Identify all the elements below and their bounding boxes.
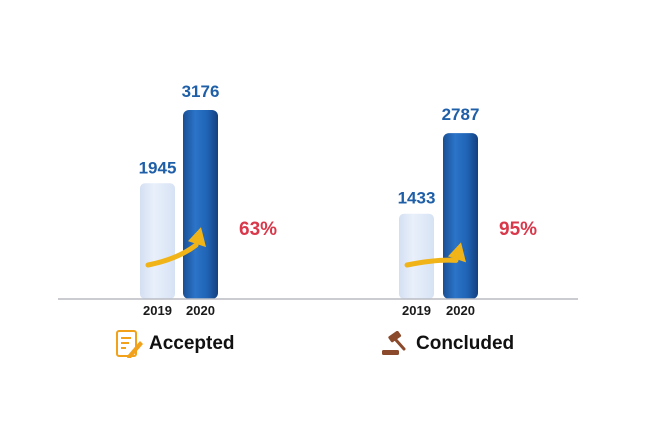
category-label-concluded: Concluded [416,333,515,354]
tick-label-concluded-2020: 2020 [446,303,475,318]
growth-arrow-concluded [404,257,459,268]
value-label-concluded-2020: 2787 [442,105,480,124]
growth-arrowhead-concluded [448,242,466,263]
bar-concluded-2019 [399,213,434,299]
growth-percent-accepted: 63% [239,219,277,240]
tick-label-concluded-2019: 2019 [402,303,431,318]
bar-accepted-2019 [140,183,175,299]
concluded-label-group: Concluded [380,331,514,357]
growth-arrow-accepted [145,242,199,268]
growth-percent-concluded: 95% [499,219,537,240]
value-label-accepted-2019: 1945 [139,158,177,177]
growth-arrowhead-accepted [188,227,206,248]
gavel-icon [382,331,406,355]
value-label-accepted-2020: 3176 [182,82,220,101]
category-label-accepted: Accepted [149,333,235,354]
bar-concluded-2020 [443,133,478,299]
bar-accepted-2020 [183,110,218,299]
tick-label-accepted-2020: 2020 [186,303,215,318]
accepted-label-group: Accepted [114,329,235,359]
value-label-concluded-2019: 1433 [398,189,436,208]
tick-label-accepted-2019: 2019 [143,303,172,318]
document-pen-icon [116,330,143,358]
